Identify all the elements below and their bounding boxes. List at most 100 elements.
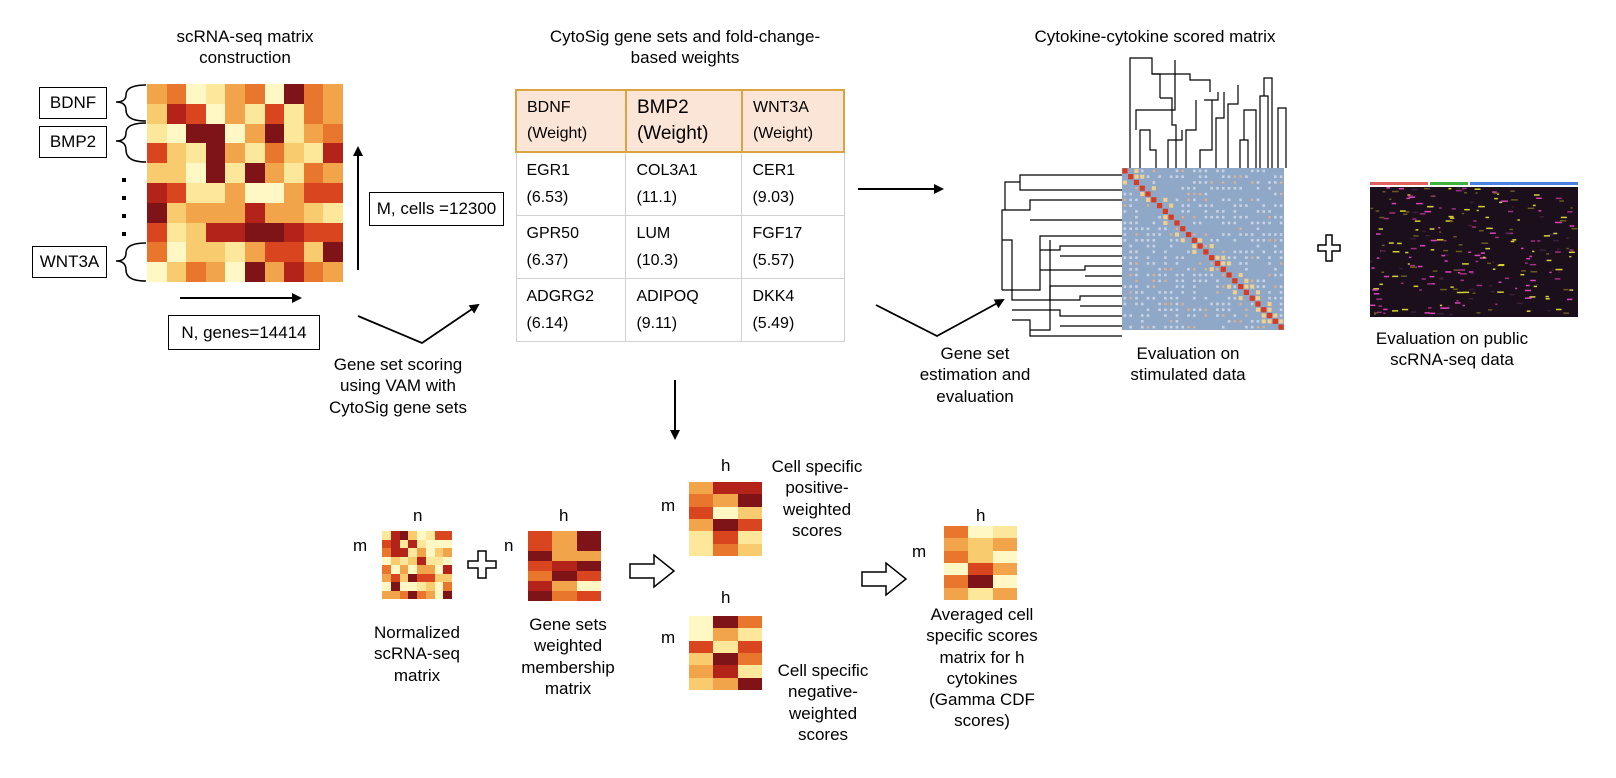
correlation-cell <box>1227 198 1231 202</box>
correlation-cell <box>1233 296 1237 300</box>
correlation-cell <box>1279 308 1283 312</box>
ellipsis-dots-icon <box>122 178 126 236</box>
heatmap-cell <box>284 84 304 104</box>
public-heatmap-cell <box>1489 232 1496 234</box>
correlation-cell <box>1197 243 1203 249</box>
public-heatmap-cell <box>1488 309 1493 311</box>
correlation-cell <box>1221 308 1225 312</box>
correlation-cell <box>1146 314 1150 317</box>
correlation-cell <box>1135 296 1138 300</box>
correlation-cell <box>1272 318 1278 324</box>
heatmap-cell <box>303 262 324 282</box>
correlation-cell <box>1175 302 1179 306</box>
correlation-cell <box>1129 262 1132 265</box>
correlation-cell <box>1181 285 1185 288</box>
table-cell: ADGRG2 (6.14) <box>515 278 627 342</box>
correlation-cell <box>1198 181 1202 184</box>
correlation-cell <box>1274 239 1277 242</box>
correlation-cell <box>1170 302 1173 306</box>
correlation-cell <box>1135 198 1138 202</box>
correlation-cell <box>1239 175 1242 178</box>
correlation-cell <box>1174 232 1179 237</box>
heatmap-cell <box>968 538 993 551</box>
public-heatmap-cell <box>1559 200 1564 202</box>
heatmap-cell <box>147 163 167 183</box>
correlation-cell <box>1216 239 1219 242</box>
correlation-cell <box>1187 210 1190 213</box>
correlation-cell <box>1158 291 1161 294</box>
correlation-cell <box>1210 302 1213 306</box>
correlation-cell <box>1129 285 1132 288</box>
heatmap-cell <box>382 582 391 591</box>
heatmap-cell <box>417 573 426 582</box>
heatmap-cell <box>284 182 304 203</box>
correlation-cell <box>1204 273 1208 277</box>
heatmap-cell <box>528 591 553 601</box>
correlation-cell <box>1198 192 1202 196</box>
heatmap-cell <box>225 182 245 203</box>
public-heatmap-cell <box>1400 282 1404 285</box>
correlation-cell <box>1122 180 1127 185</box>
correlation-cell <box>1239 186 1242 190</box>
heatmap-cell <box>390 548 400 557</box>
heatmap-cell <box>382 531 391 540</box>
public-heatmap-cell <box>1472 292 1476 294</box>
correlation-cell <box>1249 295 1255 301</box>
correlation-cell <box>1279 192 1283 196</box>
correlation-cell <box>1187 186 1190 190</box>
correlation-cell <box>1274 233 1277 236</box>
correlation-cell <box>1152 279 1155 282</box>
heatmap-cell <box>205 202 226 223</box>
correlation-cell <box>1174 220 1180 226</box>
public-heatmap-cell <box>1525 262 1528 264</box>
correlation-cell <box>1227 175 1231 178</box>
public-heatmap-cell <box>1409 196 1416 198</box>
heatmap-cell <box>205 262 226 282</box>
public-heatmap-cell <box>1391 202 1397 205</box>
heatmap-cell <box>186 202 206 223</box>
correlation-cell <box>1175 320 1179 323</box>
public-heatmap-cell <box>1402 213 1408 216</box>
correlation-cell <box>1250 284 1255 289</box>
correlation-cell <box>1170 233 1173 236</box>
public-heatmap-cell <box>1450 286 1454 288</box>
correlation-cell <box>1233 239 1237 242</box>
correlation-cell <box>1193 314 1196 317</box>
correlation-cell <box>1193 186 1196 190</box>
correlation-cell <box>1209 267 1214 272</box>
correlation-cell <box>1158 279 1161 283</box>
cell-weight: (6.37) <box>526 252 569 269</box>
cells-count-label: M, cells =12300 <box>369 192 504 226</box>
public-heatmap-cell <box>1543 235 1550 237</box>
correlation-cell <box>1151 186 1156 191</box>
public-heatmap-cell <box>1444 260 1448 262</box>
public-heatmap-cell <box>1566 298 1573 301</box>
correlation-cell <box>1245 215 1248 219</box>
public-heatmap-cell <box>1570 207 1573 209</box>
correlation-cell <box>1181 216 1184 219</box>
heatmap-cell <box>713 677 738 690</box>
public-heatmap-cell <box>1447 305 1450 308</box>
heatmap-cell <box>390 590 400 599</box>
public-heatmap-cell <box>1475 192 1478 194</box>
correlation-cell <box>1129 291 1132 294</box>
public-heatmap-cell <box>1474 254 1481 257</box>
heatmap-cell <box>245 242 265 263</box>
public-heatmap-cell <box>1392 275 1399 278</box>
correlation-cell <box>1204 296 1208 300</box>
heatmap-cell <box>408 548 417 557</box>
correlation-cell <box>1187 308 1190 311</box>
correlation-cell <box>1210 186 1213 190</box>
heatmap-cell <box>147 182 167 203</box>
correlation-cell <box>1279 302 1283 306</box>
public-heatmap-cell <box>1391 310 1399 312</box>
heatmap-cell <box>166 84 187 104</box>
heatmap-cell <box>205 242 226 263</box>
public-heatmap-cell <box>1449 313 1453 316</box>
correlation-cell <box>1262 239 1266 242</box>
correlation-cell <box>1255 301 1261 307</box>
correlation-cell <box>1250 221 1254 225</box>
correlation-cell <box>1239 320 1242 323</box>
public-heatmap-cell <box>1415 229 1419 231</box>
public-heatmap-cell <box>1432 195 1435 197</box>
